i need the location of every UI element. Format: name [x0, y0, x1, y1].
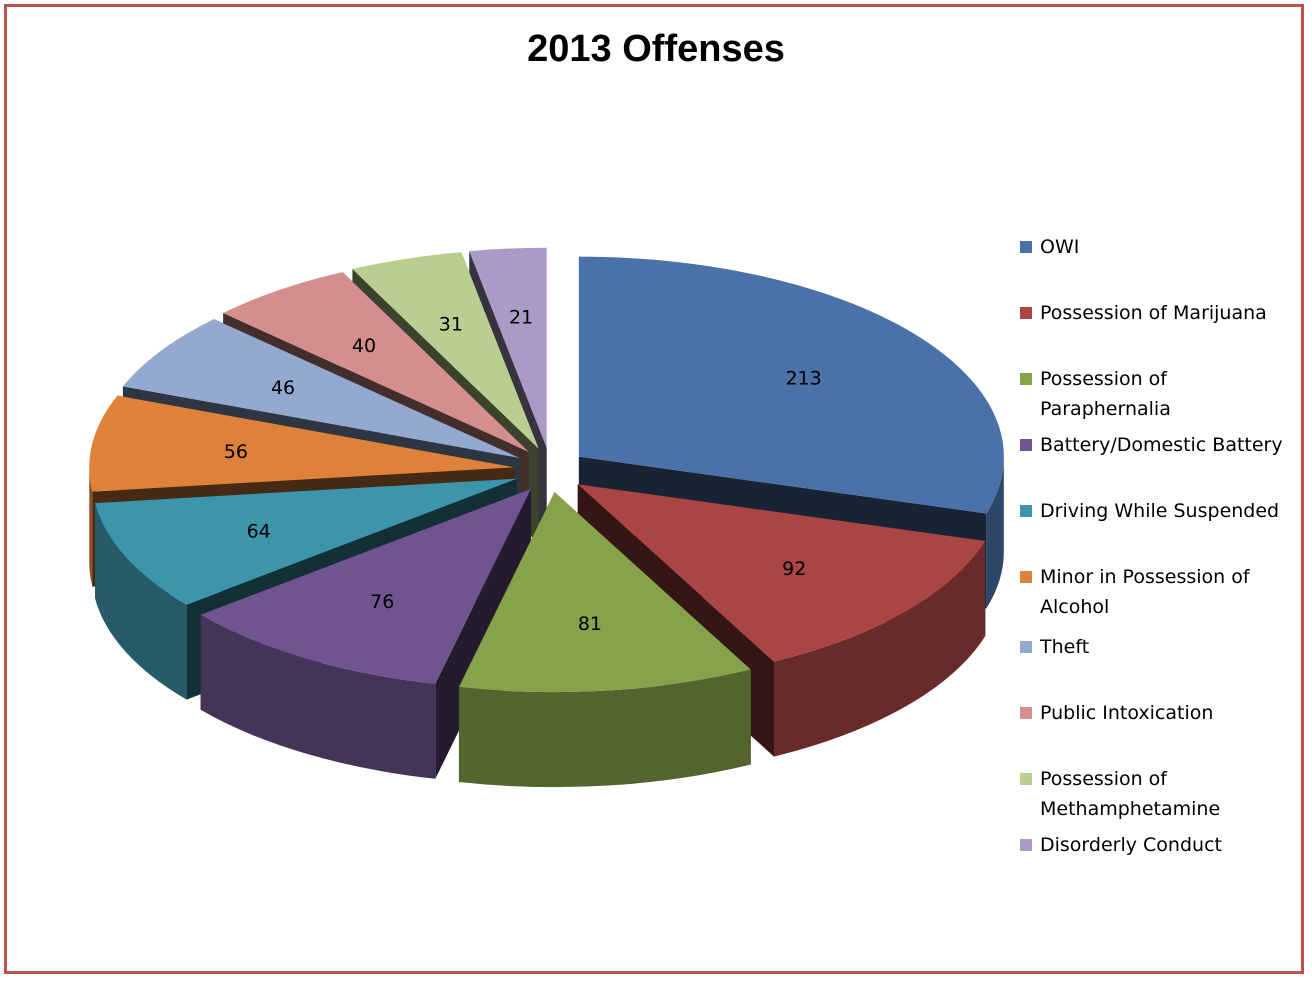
slice-outer-rim	[95, 503, 187, 700]
slice-outer-rim	[774, 541, 986, 757]
data-label-6: 46	[271, 377, 295, 399]
legend-swatch	[1020, 773, 1032, 785]
legend-item-7: Public Intoxication	[1020, 698, 1290, 728]
legend-label: Possession of Paraphernalia	[1040, 368, 1171, 420]
legend-label: Battery/Domestic Battery	[1040, 434, 1283, 456]
chart-title: 2013 Offenses	[527, 28, 785, 70]
legend-label: Driving While Suspended	[1040, 500, 1280, 522]
slice-top-face	[223, 272, 529, 452]
legend-item-4: Driving While Suspended	[1020, 496, 1290, 526]
data-label-8: 31	[439, 313, 463, 335]
legend-swatch	[1020, 641, 1032, 653]
legend-swatch	[1020, 707, 1032, 719]
legend-swatch	[1020, 839, 1032, 851]
data-label-4: 64	[247, 520, 271, 542]
slice-top-face	[95, 478, 517, 605]
legend-label: Minor in Possession of Alcohol	[1040, 566, 1250, 618]
slice-top-face	[469, 247, 547, 448]
data-label-9: 21	[509, 306, 533, 328]
slice-top-face	[122, 319, 520, 459]
legend-label: Theft	[1040, 636, 1090, 658]
legend-item-2: Possession of Paraphernalia	[1020, 364, 1290, 424]
data-label-2: 81	[578, 613, 602, 635]
legend-label: Disorderly Conduct	[1040, 834, 1222, 856]
data-label-3: 76	[370, 591, 394, 613]
legend-swatch	[1020, 439, 1032, 451]
legend-label: Possession of Methamphetamine	[1040, 768, 1221, 820]
legend-item-8: Possession of Methamphetamine	[1020, 764, 1290, 824]
data-label-0: 213	[785, 368, 821, 390]
slice-top-face	[352, 252, 539, 449]
slice-top-face	[578, 256, 1004, 514]
slice-outer-rim	[458, 669, 751, 788]
legend-label: Public Intoxication	[1040, 702, 1214, 724]
slice-top-face	[458, 492, 751, 693]
legend-label: OWI	[1040, 236, 1080, 258]
legend-swatch	[1020, 307, 1032, 319]
slice-outer-rim	[200, 614, 436, 779]
legend-swatch	[1020, 373, 1032, 385]
legend-swatch	[1020, 505, 1032, 517]
pie-slice-3	[200, 488, 531, 779]
pie-slice-2	[458, 492, 751, 788]
legend-item-1: Possession of Marijuana	[1020, 298, 1290, 328]
legend-item-6: Theft	[1020, 632, 1290, 662]
slice-top-face	[89, 395, 515, 492]
slice-outer-rim	[986, 456, 1004, 609]
legend-swatch	[1020, 571, 1032, 583]
legend-item-0: OWI	[1020, 232, 1290, 262]
slice-top-face	[200, 488, 531, 684]
data-label-7: 40	[352, 335, 376, 357]
legend-item-5: Minor in Possession of Alcohol	[1020, 562, 1290, 622]
data-label-5: 56	[224, 441, 248, 463]
legend-label: Possession of Marijuana	[1040, 302, 1267, 324]
legend-item-3: Battery/Domestic Battery	[1020, 430, 1290, 460]
slice-top-face	[577, 484, 986, 662]
data-label-1: 92	[782, 558, 806, 580]
legend-swatch	[1020, 241, 1032, 253]
slice-outer-rim	[89, 467, 93, 587]
legend-item-9: Disorderly Conduct	[1020, 830, 1290, 860]
